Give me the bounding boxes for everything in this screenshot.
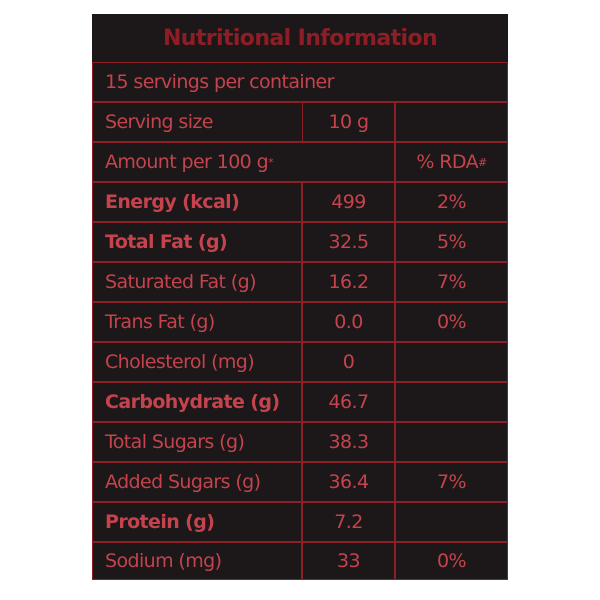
- nutrient-amount-text: 0: [342, 351, 355, 373]
- nutrient-name: Total Fat (g): [92, 222, 302, 262]
- rda-header-text: % RDA: [416, 151, 478, 173]
- nutrient-amount: 0: [302, 342, 395, 382]
- nutrient-rda-text: 7%: [437, 271, 467, 293]
- nutrient-name-text: Total Sugars (g): [105, 431, 245, 453]
- nutrient-name: Saturated Fat (g): [92, 262, 302, 302]
- nutrient-name-text: Added Sugars (g): [105, 471, 261, 493]
- nutrient-rda: [395, 422, 508, 462]
- nutrient-rda: 5%: [395, 222, 508, 262]
- servings: 15 servings per container: [92, 62, 508, 102]
- nutrient-rda: [395, 382, 508, 422]
- nutrient-amount-text: 0.0: [334, 311, 363, 333]
- nutrient-amount-text: 32.5: [328, 231, 370, 253]
- nutrient-name-text: Cholesterol (mg): [105, 351, 255, 373]
- nutrient-rda: 0%: [395, 542, 508, 580]
- rda-header: % RDA #: [395, 142, 508, 182]
- nutrient-rda: 2%: [395, 182, 508, 222]
- amount-header-text: Amount per 100 g: [105, 151, 269, 173]
- nutrient-name-text: Sodium (mg): [105, 550, 222, 572]
- nutrient-name-text: Saturated Fat (g): [105, 271, 257, 293]
- nutrient-amount-text: 16.2: [328, 271, 370, 293]
- nutrient-amount-text: 38.3: [328, 431, 370, 453]
- nutrient-rda-text: 0%: [437, 550, 467, 572]
- nutrient-rda-text: 0%: [437, 311, 467, 333]
- nutrient-rda: [395, 342, 508, 382]
- nutrient-rda: 7%: [395, 262, 508, 302]
- nutrient-amount: 7.2: [302, 502, 395, 542]
- footnote-mark: *: [268, 155, 273, 169]
- nutrient-amount: 16.2: [302, 262, 395, 302]
- nutrient-name: Energy (kcal): [92, 182, 302, 222]
- serving-size-value-text: 10 g: [328, 111, 369, 133]
- serving-size-blank: [395, 102, 508, 142]
- nutrient-name: Carbohydrate (g): [92, 382, 302, 422]
- nutrient-amount-text: 499: [331, 191, 366, 213]
- nutrient-amount: 36.4: [302, 462, 395, 502]
- serving-size-label-text: Serving size: [105, 111, 213, 133]
- nutrient-name-text: Trans Fat (g): [105, 311, 215, 333]
- nutrient-name: Added Sugars (g): [92, 462, 302, 502]
- nutrient-amount-text: 7.2: [334, 511, 363, 533]
- servings-text: 15 servings per container: [105, 71, 334, 93]
- nutrient-rda-text: 5%: [437, 231, 467, 253]
- nutrient-rda: [395, 502, 508, 542]
- nutrient-name-text: Protein (g): [105, 511, 215, 533]
- nutrient-name-text: Energy (kcal): [105, 191, 240, 213]
- table-title: Nutritional Information: [92, 14, 508, 62]
- serving-size-value: 10 g: [302, 102, 395, 142]
- nutrient-amount: 499: [302, 182, 395, 222]
- nutrient-name-text: Carbohydrate (g): [105, 391, 280, 413]
- nutrient-name: Cholesterol (mg): [92, 342, 302, 382]
- nutrient-amount-text: 36.4: [328, 471, 370, 493]
- nutrient-amount-text: 46.7: [328, 391, 370, 413]
- nutrient-name-text: Total Fat (g): [105, 231, 228, 253]
- nutrient-name: Trans Fat (g): [92, 302, 302, 342]
- nutrient-name: Total Sugars (g): [92, 422, 302, 462]
- table-title-text: Nutritional Information: [162, 25, 438, 51]
- nutrient-rda-text: 7%: [437, 471, 467, 493]
- nutrient-rda: 0%: [395, 302, 508, 342]
- nutrient-amount: 32.5: [302, 222, 395, 262]
- nutrient-amount: 33: [302, 542, 395, 580]
- nutrient-name: Protein (g): [92, 502, 302, 542]
- nutrient-amount: 0.0: [302, 302, 395, 342]
- nutrition-table: Nutritional Information 15 servings per c…: [92, 14, 508, 580]
- nutrient-name: Sodium (mg): [92, 542, 302, 580]
- nutrient-amount-text: 33: [337, 550, 361, 572]
- amount-header: Amount per 100 g *: [92, 142, 395, 182]
- footnote-mark: #: [477, 155, 487, 169]
- nutrient-amount: 46.7: [302, 382, 395, 422]
- nutrient-amount: 38.3: [302, 422, 395, 462]
- nutrient-rda-text: 2%: [437, 191, 467, 213]
- nutrient-rda: 7%: [395, 462, 508, 502]
